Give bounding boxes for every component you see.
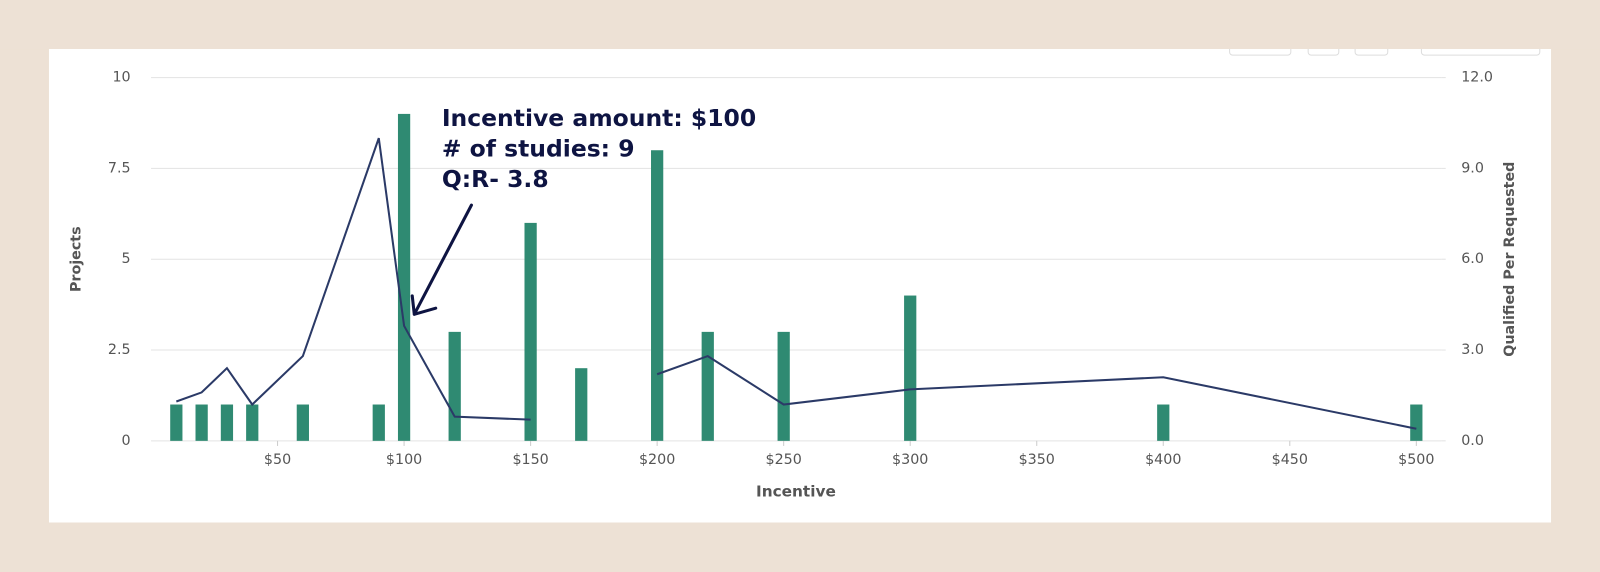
x-axis-label: Incentive xyxy=(756,482,836,500)
y2-axis-label: Qualified Per Requested xyxy=(1502,162,1518,357)
annotation: # of studies: 9 xyxy=(442,135,635,163)
y2-tick-label: 12.0 xyxy=(1461,70,1493,86)
x-tick-label: $400 xyxy=(1145,452,1181,468)
x-tick-label: $450 xyxy=(1272,452,1308,468)
annotation: Incentive amount: $100 xyxy=(442,104,756,132)
x-tick-label: $200 xyxy=(639,452,675,468)
y-tick-label: 0 xyxy=(122,433,131,449)
bar xyxy=(372,404,385,441)
y-tick-label: 10 xyxy=(112,70,130,86)
bar xyxy=(1410,404,1423,441)
y-tick-label: 7.5 xyxy=(108,160,131,176)
y2-tick-label: 9.0 xyxy=(1461,160,1484,176)
bar xyxy=(296,404,309,441)
annotation-arrow xyxy=(410,203,473,316)
bar xyxy=(904,295,917,441)
annotation: Q:R- 3.8 xyxy=(442,165,549,193)
bar xyxy=(397,113,411,441)
bar xyxy=(195,404,208,441)
x-tick-label: $350 xyxy=(1019,452,1055,468)
y-axis-label: Projects xyxy=(69,226,85,292)
y2-tick-label: 6.0 xyxy=(1461,251,1484,267)
y-tick-label: 2.5 xyxy=(108,342,131,358)
x-tick-label: $500 xyxy=(1398,452,1434,468)
bar xyxy=(651,150,664,441)
x-tick-label: $300 xyxy=(892,452,928,468)
x-tick-label: $50 xyxy=(264,452,291,468)
y2-tick-label: 0.0 xyxy=(1461,433,1484,449)
panel xyxy=(48,49,1552,523)
bar xyxy=(246,404,259,441)
x-tick-label: $150 xyxy=(512,452,548,468)
bar xyxy=(220,404,234,441)
backdrop xyxy=(0,0,1600,50)
bar xyxy=(1157,404,1170,441)
line xyxy=(175,137,1417,430)
bar xyxy=(701,331,714,441)
y2-tick-label: 3.0 xyxy=(1461,342,1484,358)
y-tick-label: 5 xyxy=(122,251,131,267)
bar xyxy=(448,331,461,441)
x-tick-label: $100 xyxy=(386,452,422,468)
bar xyxy=(524,222,537,441)
x-tick-label: $250 xyxy=(766,452,802,468)
bar xyxy=(777,331,790,441)
bar xyxy=(170,404,183,441)
bar xyxy=(575,368,588,441)
